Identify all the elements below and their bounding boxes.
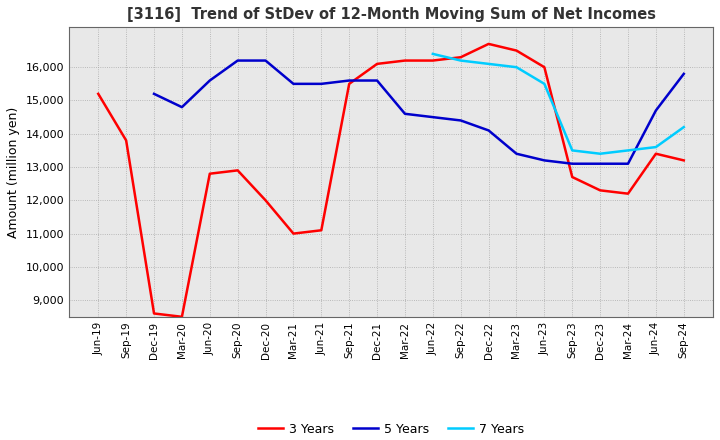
- 3 Years: [205, 171, 214, 176]
- 7 Years: [624, 148, 632, 153]
- 5 Years: [540, 158, 549, 163]
- 5 Years: [456, 118, 465, 123]
- 3 Years: [122, 138, 130, 143]
- 7 Years: [428, 51, 437, 57]
- 5 Years: [373, 78, 382, 83]
- 3 Years: [94, 91, 102, 96]
- 7 Years: [456, 58, 465, 63]
- 5 Years: [596, 161, 605, 166]
- 3 Years: [317, 227, 325, 233]
- 5 Years: [345, 78, 354, 83]
- 3 Years: [233, 168, 242, 173]
- 5 Years: [289, 81, 298, 87]
- 7 Years: [596, 151, 605, 156]
- Line: 5 Years: 5 Years: [154, 61, 684, 164]
- 3 Years: [485, 41, 493, 47]
- 5 Years: [512, 151, 521, 156]
- 5 Years: [178, 105, 186, 110]
- 7 Years: [568, 148, 577, 153]
- 3 Years: [512, 48, 521, 53]
- 5 Years: [233, 58, 242, 63]
- 3 Years: [540, 65, 549, 70]
- 3 Years: [150, 311, 158, 316]
- 5 Years: [205, 78, 214, 83]
- 3 Years: [596, 188, 605, 193]
- Legend: 3 Years, 5 Years, 7 Years: 3 Years, 5 Years, 7 Years: [253, 418, 529, 440]
- 5 Years: [680, 71, 688, 77]
- 5 Years: [150, 91, 158, 96]
- 7 Years: [540, 81, 549, 87]
- 7 Years: [652, 144, 660, 150]
- 5 Years: [428, 114, 437, 120]
- 7 Years: [680, 125, 688, 130]
- 3 Years: [289, 231, 298, 236]
- Line: 7 Years: 7 Years: [433, 54, 684, 154]
- 3 Years: [261, 198, 270, 203]
- 3 Years: [428, 58, 437, 63]
- 5 Years: [568, 161, 577, 166]
- 3 Years: [178, 314, 186, 319]
- 7 Years: [512, 65, 521, 70]
- Title: [3116]  Trend of StDev of 12-Month Moving Sum of Net Incomes: [3116] Trend of StDev of 12-Month Moving…: [127, 7, 655, 22]
- Y-axis label: Amount (million yen): Amount (million yen): [7, 106, 20, 238]
- 5 Years: [400, 111, 409, 117]
- Line: 3 Years: 3 Years: [98, 44, 684, 317]
- 3 Years: [456, 55, 465, 60]
- 3 Years: [624, 191, 632, 196]
- 5 Years: [485, 128, 493, 133]
- 5 Years: [624, 161, 632, 166]
- 5 Years: [261, 58, 270, 63]
- 3 Years: [680, 158, 688, 163]
- 3 Years: [400, 58, 409, 63]
- 3 Years: [568, 174, 577, 180]
- 7 Years: [485, 61, 493, 66]
- 5 Years: [652, 108, 660, 113]
- 3 Years: [345, 81, 354, 87]
- 3 Years: [652, 151, 660, 156]
- 3 Years: [373, 61, 382, 66]
- 5 Years: [317, 81, 325, 87]
